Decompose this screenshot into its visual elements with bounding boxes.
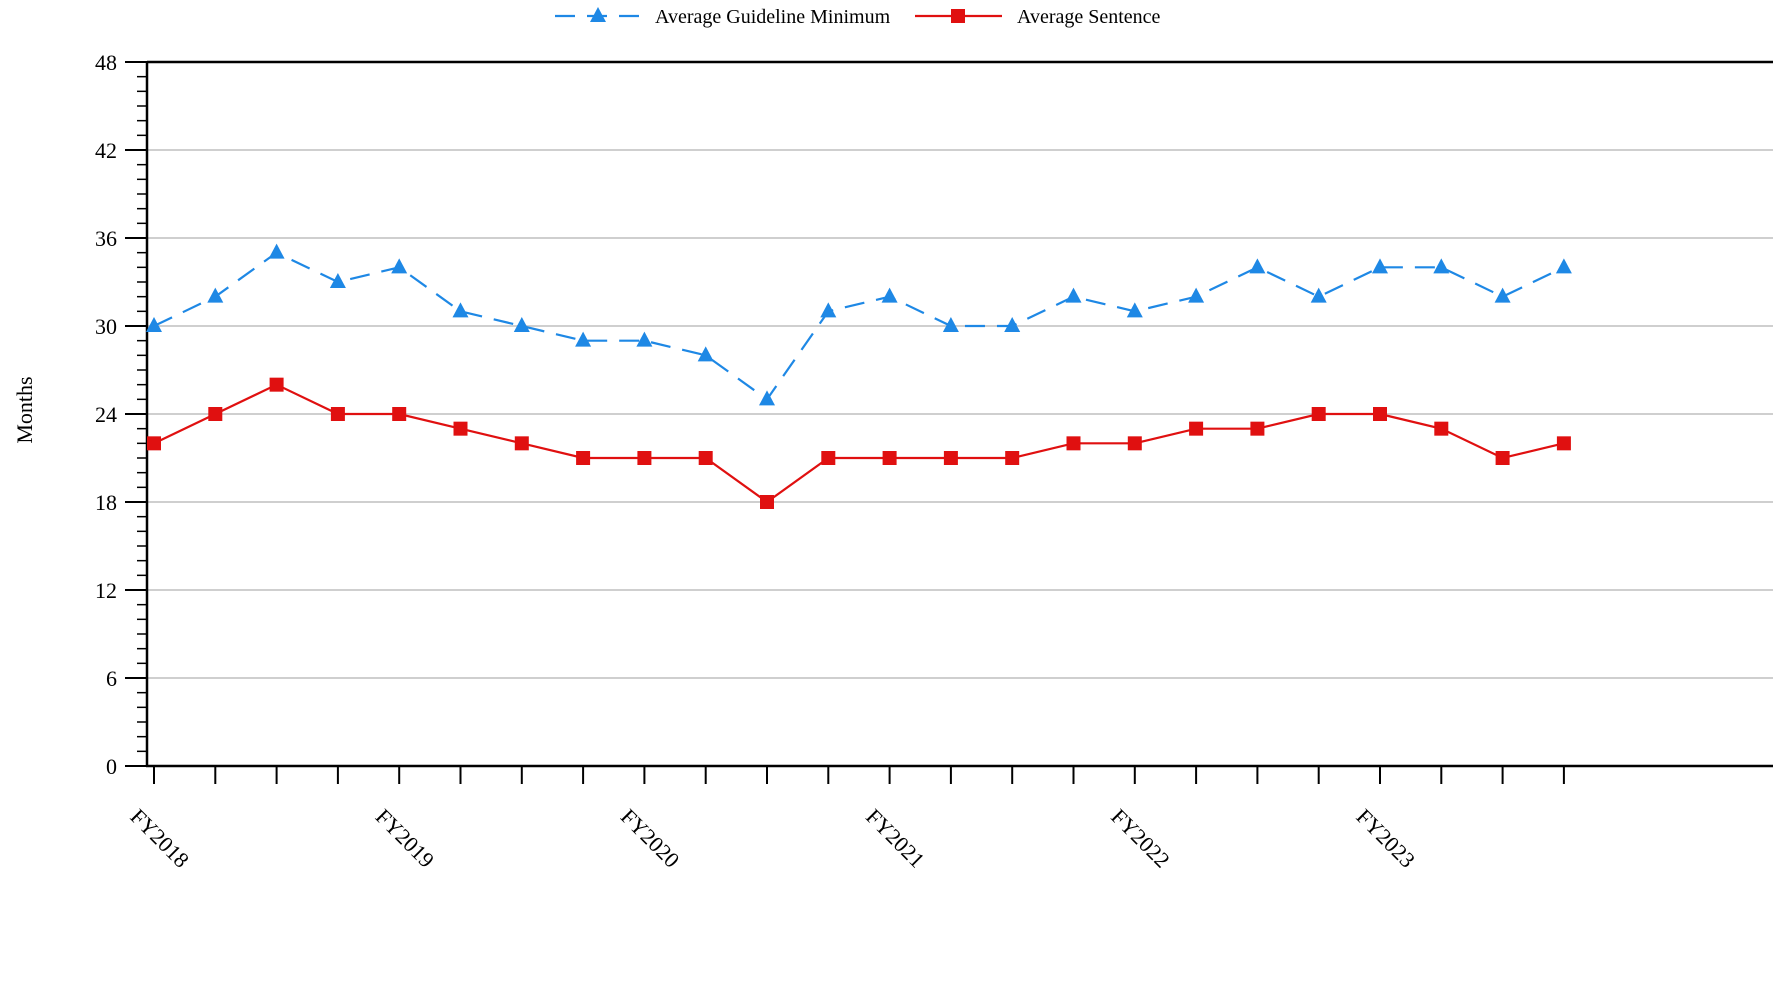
- series-line: [153, 251, 1565, 401]
- y-tick-label: 0: [106, 754, 117, 779]
- series-guideline-minimum: [146, 243, 1572, 406]
- data-point: [820, 302, 837, 318]
- data-point: [269, 377, 284, 392]
- legend[interactable]: Average Guideline Minimum Average Sentenc…: [555, 6, 1161, 28]
- data-point: [821, 451, 836, 465]
- x-tick-label: FY2022: [1106, 804, 1175, 873]
- data-point: [943, 451, 958, 465]
- data-point: [698, 451, 713, 465]
- legend-item-guideline-minimum[interactable]: Average Guideline Minimum: [555, 6, 891, 28]
- data-point: [1249, 258, 1266, 274]
- data-point: [575, 331, 592, 347]
- y-axis-title: Months: [12, 376, 37, 443]
- x-tick-label: FY2021: [861, 804, 930, 873]
- data-point: [208, 407, 223, 421]
- data-point: [637, 451, 652, 465]
- data-point: [514, 436, 529, 451]
- data-point: [1373, 407, 1387, 421]
- series-average-sentence: [147, 377, 1571, 509]
- y-tick-label: 30: [95, 314, 117, 339]
- data-point: [207, 287, 224, 303]
- data-point: [760, 495, 774, 509]
- data-point: [1434, 421, 1449, 436]
- data-point: [942, 317, 959, 332]
- y-tick-label: 18: [95, 490, 117, 515]
- data-point: [329, 273, 346, 288]
- data-point: [1188, 287, 1205, 303]
- y-tick-label: 24: [95, 402, 117, 427]
- data-point: [1005, 451, 1020, 465]
- series-group: [146, 243, 1572, 509]
- data-point: [391, 258, 408, 274]
- data-point: [268, 243, 285, 259]
- data-point: [1433, 258, 1450, 274]
- data-point: [453, 421, 468, 436]
- data-point: [1495, 451, 1510, 465]
- series-line: [153, 383, 1565, 504]
- y-axis-ticks: 0 6 12 18 24 30 36 42 48: [95, 50, 147, 779]
- data-point: [513, 317, 530, 332]
- x-tick-label: FY2019: [371, 804, 440, 873]
- data-point: [146, 317, 162, 332]
- x-tick-label: FY2023: [1351, 804, 1420, 873]
- data-point: [759, 390, 775, 406]
- data-point: [881, 287, 898, 303]
- data-point: [636, 331, 653, 347]
- data-point: [1066, 436, 1081, 451]
- data-point: [452, 302, 469, 318]
- data-point: [1372, 258, 1388, 274]
- data-point: [147, 436, 161, 451]
- legend-marker: [590, 7, 606, 22]
- data-point: [1126, 302, 1143, 318]
- legend-label: Average Sentence: [1017, 6, 1161, 28]
- x-tick-label: FY2020: [616, 804, 685, 873]
- legend-marker: [951, 9, 965, 23]
- y-tick-label: 36: [95, 226, 117, 251]
- legend-item-average-sentence[interactable]: Average Sentence: [915, 6, 1161, 28]
- x-tick-label: FY2018: [125, 804, 194, 873]
- data-point: [1004, 317, 1021, 332]
- data-point: [1494, 287, 1511, 303]
- data-point: [1310, 287, 1327, 303]
- data-point: [1127, 436, 1142, 451]
- data-point: [392, 407, 407, 421]
- data-point: [1555, 258, 1572, 274]
- y-tick-label: 42: [95, 138, 117, 163]
- gridlines: [147, 149, 1773, 679]
- data-point: [1311, 407, 1326, 421]
- data-point: [1250, 421, 1265, 436]
- data-point: [1189, 421, 1204, 436]
- data-point: [330, 407, 345, 421]
- y-tick-label: 48: [95, 50, 117, 75]
- y-tick-label: 6: [106, 666, 117, 691]
- data-point: [1065, 287, 1082, 303]
- data-point: [1556, 436, 1571, 451]
- y-tick-label: 12: [95, 578, 117, 603]
- data-point: [882, 451, 897, 465]
- legend-label: Average Guideline Minimum: [655, 6, 891, 28]
- data-point: [697, 346, 714, 362]
- data-point: [576, 451, 591, 465]
- x-axis-ticks: FY2018 FY2019 FY2020 FY2021 FY2022 FY2023: [125, 766, 1565, 873]
